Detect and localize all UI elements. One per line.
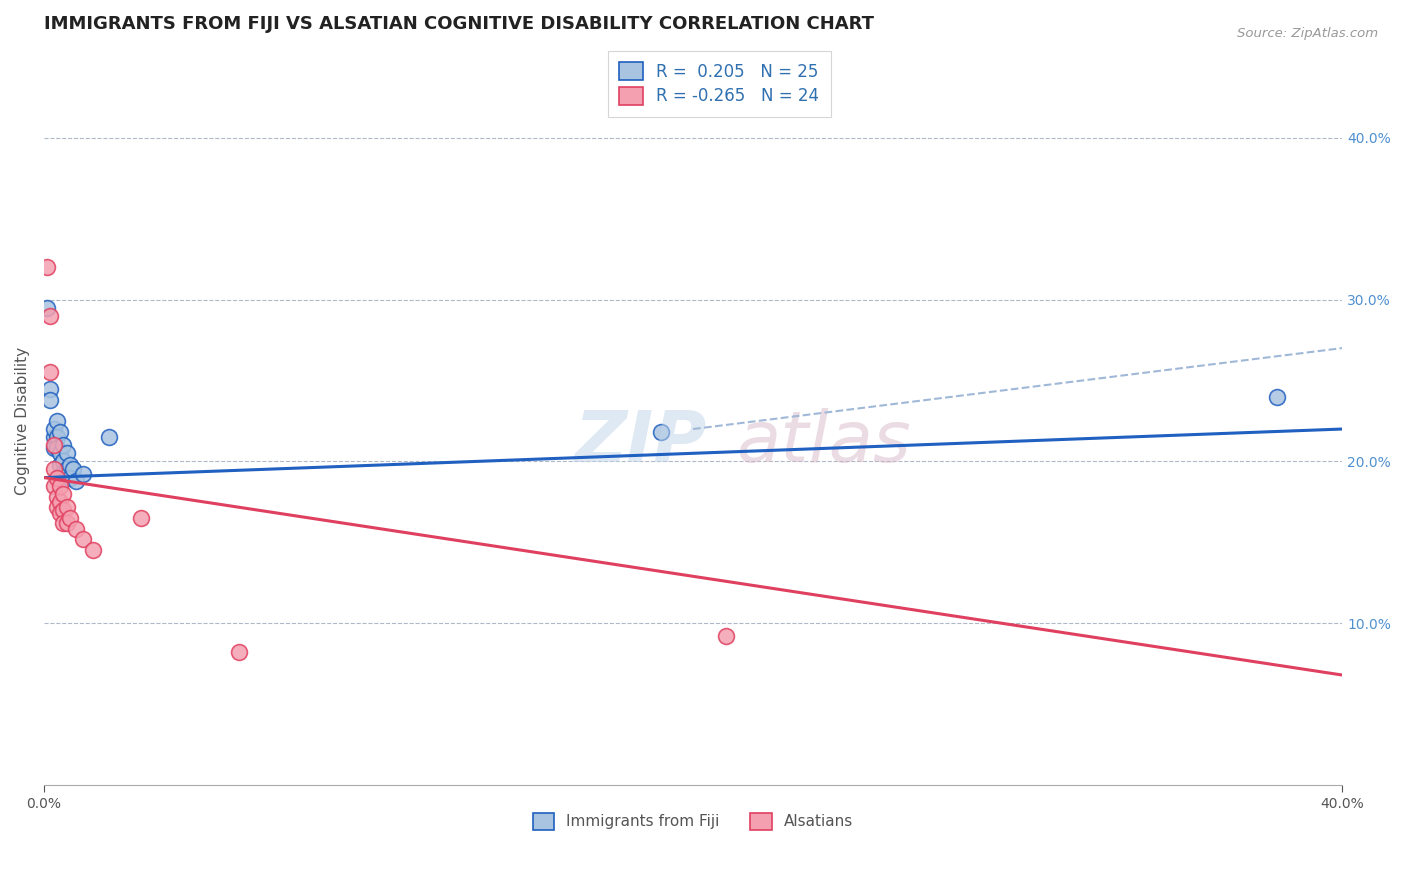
Point: [39, 309, 62, 323]
Point: [39, 392, 62, 407]
Point: [45, 500, 67, 514]
Point: [55, 500, 77, 514]
Point: [72, 532, 94, 546]
Point: [45, 470, 67, 484]
Point: [49, 506, 72, 520]
Point: [62, 462, 84, 476]
Point: [52, 454, 75, 468]
Point: [49, 446, 72, 460]
Point: [42, 438, 65, 452]
Point: [49, 478, 72, 492]
Point: [59, 458, 82, 472]
Point: [37, 260, 59, 275]
Point: [42, 478, 65, 492]
Point: [39, 365, 62, 379]
Point: [37, 301, 59, 315]
Point: [49, 495, 72, 509]
Point: [52, 503, 75, 517]
Point: [55, 462, 77, 476]
Text: atlas: atlas: [735, 409, 910, 477]
Point: [42, 430, 65, 444]
Text: Source: ZipAtlas.com: Source: ZipAtlas.com: [1237, 27, 1378, 40]
Point: [45, 490, 67, 504]
Point: [65, 474, 87, 488]
Point: [45, 414, 67, 428]
Point: [42, 422, 65, 436]
Legend: Immigrants from Fiji, Alsatians: Immigrants from Fiji, Alsatians: [527, 807, 859, 836]
Point: [228, 645, 250, 659]
Y-axis label: Cognitive Disability: Cognitive Disability: [15, 347, 30, 495]
Point: [52, 466, 75, 480]
Point: [52, 487, 75, 501]
Point: [52, 516, 75, 530]
Point: [129, 511, 152, 525]
Point: [45, 430, 67, 444]
Point: [650, 425, 672, 440]
Point: [1265, 390, 1288, 404]
Point: [52, 438, 75, 452]
Text: IMMIGRANTS FROM FIJI VS ALSATIAN COGNITIVE DISABILITY CORRELATION CHART: IMMIGRANTS FROM FIJI VS ALSATIAN COGNITI…: [44, 15, 875, 33]
Point: [49, 425, 72, 440]
Point: [97, 430, 120, 444]
Point: [42, 462, 65, 476]
Point: [42, 442, 65, 456]
Text: ZIP: ZIP: [575, 409, 707, 477]
Point: [72, 467, 94, 482]
Point: [59, 511, 82, 525]
Point: [49, 458, 72, 472]
Point: [55, 446, 77, 460]
Point: [714, 629, 737, 643]
Point: [82, 543, 104, 558]
Point: [45, 442, 67, 456]
Point: [39, 382, 62, 396]
Point: [65, 522, 87, 536]
Point: [59, 470, 82, 484]
Point: [55, 516, 77, 530]
